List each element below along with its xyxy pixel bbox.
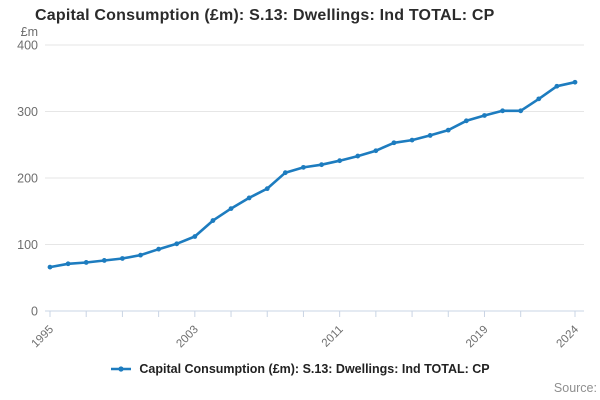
data-point-marker bbox=[319, 162, 324, 168]
y-axis-tick-label: 400 bbox=[17, 39, 38, 53]
data-point-marker bbox=[482, 113, 487, 118]
series-line bbox=[48, 80, 577, 269]
data-point-marker bbox=[391, 140, 397, 146]
y-axis-tick-label: 0 bbox=[31, 305, 38, 319]
data-point-marker bbox=[427, 133, 433, 138]
source-label: Source: bbox=[553, 381, 597, 395]
chart-title: Capital Consumption (£m): S.13: Dwelling… bbox=[35, 7, 495, 24]
legend-series-label: Capital Consumption (£m): S.13: Dwelling… bbox=[139, 362, 490, 376]
data-point-marker bbox=[445, 127, 451, 133]
data-point-marker bbox=[156, 246, 162, 252]
data-point-marker bbox=[83, 260, 89, 265]
data-point-marker bbox=[138, 252, 143, 258]
data-point-marker bbox=[174, 241, 180, 247]
x-axis-tick-label: 2024 bbox=[555, 323, 582, 350]
data-point-marker bbox=[301, 164, 306, 170]
data-point-marker bbox=[463, 118, 469, 124]
x-axis-tick-label: 2003 bbox=[174, 324, 201, 351]
data-point-marker bbox=[120, 256, 125, 261]
data-point-marker bbox=[518, 108, 524, 114]
data-point-marker bbox=[536, 96, 542, 102]
legend[interactable]: Capital Consumption (£m): S.13: Dwelling… bbox=[0, 362, 600, 376]
data-point-marker bbox=[192, 234, 198, 239]
data-point-marker bbox=[210, 218, 216, 223]
data-point-marker bbox=[337, 158, 343, 164]
data-point-marker bbox=[228, 206, 234, 211]
data-point-marker bbox=[500, 108, 505, 114]
x-axis-tick-label: 2019 bbox=[464, 324, 491, 351]
data-point-marker bbox=[554, 83, 560, 89]
x-axis-tick-label: 2011 bbox=[320, 324, 346, 350]
data-point-marker bbox=[409, 137, 415, 143]
chart-plot-area: 0 100 200 300 400 £m 1995 2003 2011 2019 2024 bbox=[17, 25, 584, 351]
line-chart-svg: 0 100 200 300 400£m 1995 2003 2011 2019 2024 bbox=[17, 25, 584, 351]
data-point-marker bbox=[47, 264, 53, 270]
data-point-marker bbox=[101, 258, 107, 263]
y-axis-tick-label: 100 bbox=[17, 238, 38, 252]
x-axis-tick-label: 1995 bbox=[30, 324, 57, 351]
data-point-marker bbox=[373, 148, 379, 154]
data-point-marker bbox=[264, 186, 270, 192]
data-point-marker bbox=[355, 153, 361, 159]
legend-line-marker-icon bbox=[111, 366, 132, 372]
data-point-marker bbox=[246, 195, 252, 201]
data-point-marker bbox=[572, 79, 578, 85]
y-axis-tick-label: 300 bbox=[17, 105, 38, 119]
y-axis-tick-label: 200 bbox=[17, 172, 38, 186]
data-point-marker bbox=[65, 261, 71, 267]
data-point-marker bbox=[282, 170, 288, 176]
y-axis-unit-label: £m bbox=[21, 25, 38, 39]
